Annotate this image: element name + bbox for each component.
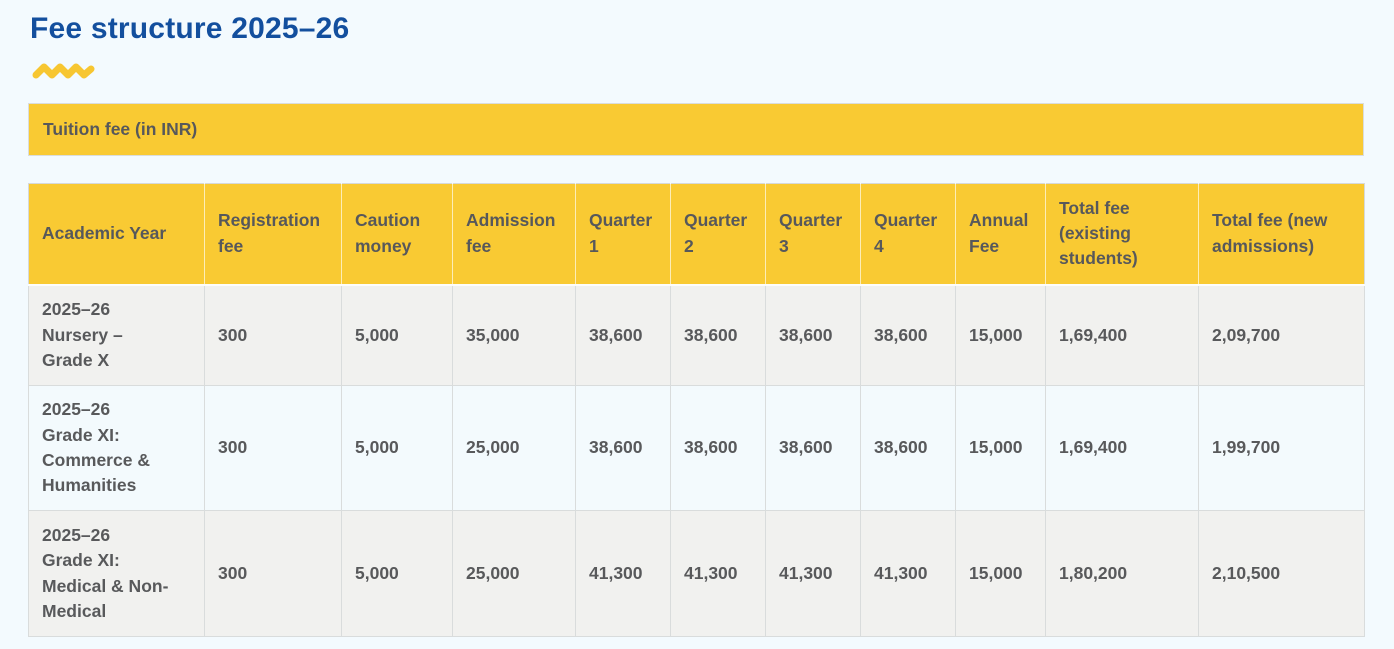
col-header-quarter-2: Quarter 2	[670, 183, 766, 286]
quarter-1-cell: 38,600	[575, 385, 671, 511]
annual-fee-cell: 15,000	[955, 284, 1046, 386]
quarter-4-cell: 38,600	[860, 284, 956, 386]
table-row-nursery-grade-x: 2025–26 Nursery – Grade X 300 5,000 35,0…	[28, 284, 1365, 386]
quarter-1-cell: 41,300	[575, 510, 671, 637]
quarter-2-cell: 38,600	[670, 284, 766, 386]
caution-money-cell: 5,000	[341, 510, 453, 637]
section-banner-label: Tuition fee (in INR)	[43, 119, 198, 139]
quarter-2-cell: 38,600	[670, 385, 766, 511]
col-header-annual-fee: Annual Fee	[955, 183, 1046, 286]
quarter-3-cell: 38,600	[765, 385, 861, 511]
col-header-admission-fee: Admission fee	[452, 183, 576, 286]
quarter-2-cell: 41,300	[670, 510, 766, 637]
registration-fee-cell: 300	[204, 510, 342, 637]
academic-year-cell: 2025–26 Grade XI: Medical & Non- Medical	[28, 510, 205, 637]
section-banner: Tuition fee (in INR)	[28, 103, 1364, 156]
quarter-4-cell: 38,600	[860, 385, 956, 511]
table-row-grade-xi-medical-nonmedical: 2025–26 Grade XI: Medical & Non- Medical…	[28, 510, 1365, 637]
header-row: Academic Year Registration fee Caution m…	[28, 183, 1365, 286]
academic-year-text: 2025–26 Grade XI: Commerce & Humanities	[42, 399, 150, 496]
academic-year-cell: 2025–26 Nursery – Grade X	[28, 284, 205, 386]
fee-table-header: Academic Year Registration fee Caution m…	[28, 183, 1365, 286]
page-title: Fee structure 2025–26	[30, 12, 350, 45]
col-header-registration-fee: Registration fee	[204, 183, 342, 286]
col-header-caution-money: Caution money	[341, 183, 453, 286]
table-row-grade-xi-commerce-humanities: 2025–26 Grade XI: Commerce & Humanities …	[28, 385, 1365, 511]
academic-year-text: 2025–26 Nursery – Grade X	[42, 299, 123, 370]
total-fee-new-cell: 2,09,700	[1198, 284, 1365, 386]
quarter-3-cell: 41,300	[765, 510, 861, 637]
total-fee-existing-cell: 1,80,200	[1045, 510, 1199, 637]
col-header-quarter-3: Quarter 3	[765, 183, 861, 286]
col-header-academic-year: Academic Year	[28, 183, 205, 286]
academic-year-text: 2025–26 Grade XI: Medical & Non- Medical	[42, 524, 169, 621]
quarter-4-cell: 41,300	[860, 510, 956, 637]
col-header-total-fee-existing: Total fee (existing students)	[1045, 183, 1199, 286]
admission-fee-cell: 25,000	[452, 385, 576, 511]
caution-money-cell: 5,000	[341, 385, 453, 511]
quarter-3-cell: 38,600	[765, 284, 861, 386]
annual-fee-cell: 15,000	[955, 510, 1046, 637]
quarter-1-cell: 38,600	[575, 284, 671, 386]
col-header-quarter-1: Quarter 1	[575, 183, 671, 286]
annual-fee-cell: 15,000	[955, 385, 1046, 511]
academic-year-cell: 2025–26 Grade XI: Commerce & Humanities	[28, 385, 205, 511]
total-fee-new-cell: 2,10,500	[1198, 510, 1365, 637]
total-fee-existing-cell: 1,69,400	[1045, 284, 1199, 386]
col-header-quarter-4: Quarter 4	[860, 183, 956, 286]
admission-fee-cell: 35,000	[452, 284, 576, 386]
zigzag-underline-icon	[32, 63, 95, 79]
fee-table: Academic Year Registration fee Caution m…	[28, 183, 1365, 637]
admission-fee-cell: 25,000	[452, 510, 576, 637]
total-fee-new-cell: 1,99,700	[1198, 385, 1365, 511]
registration-fee-cell: 300	[204, 284, 342, 386]
registration-fee-cell: 300	[204, 385, 342, 511]
col-header-total-fee-new: Total fee (new admissions)	[1198, 183, 1365, 286]
total-fee-existing-cell: 1,69,400	[1045, 385, 1199, 511]
caution-money-cell: 5,000	[341, 284, 453, 386]
